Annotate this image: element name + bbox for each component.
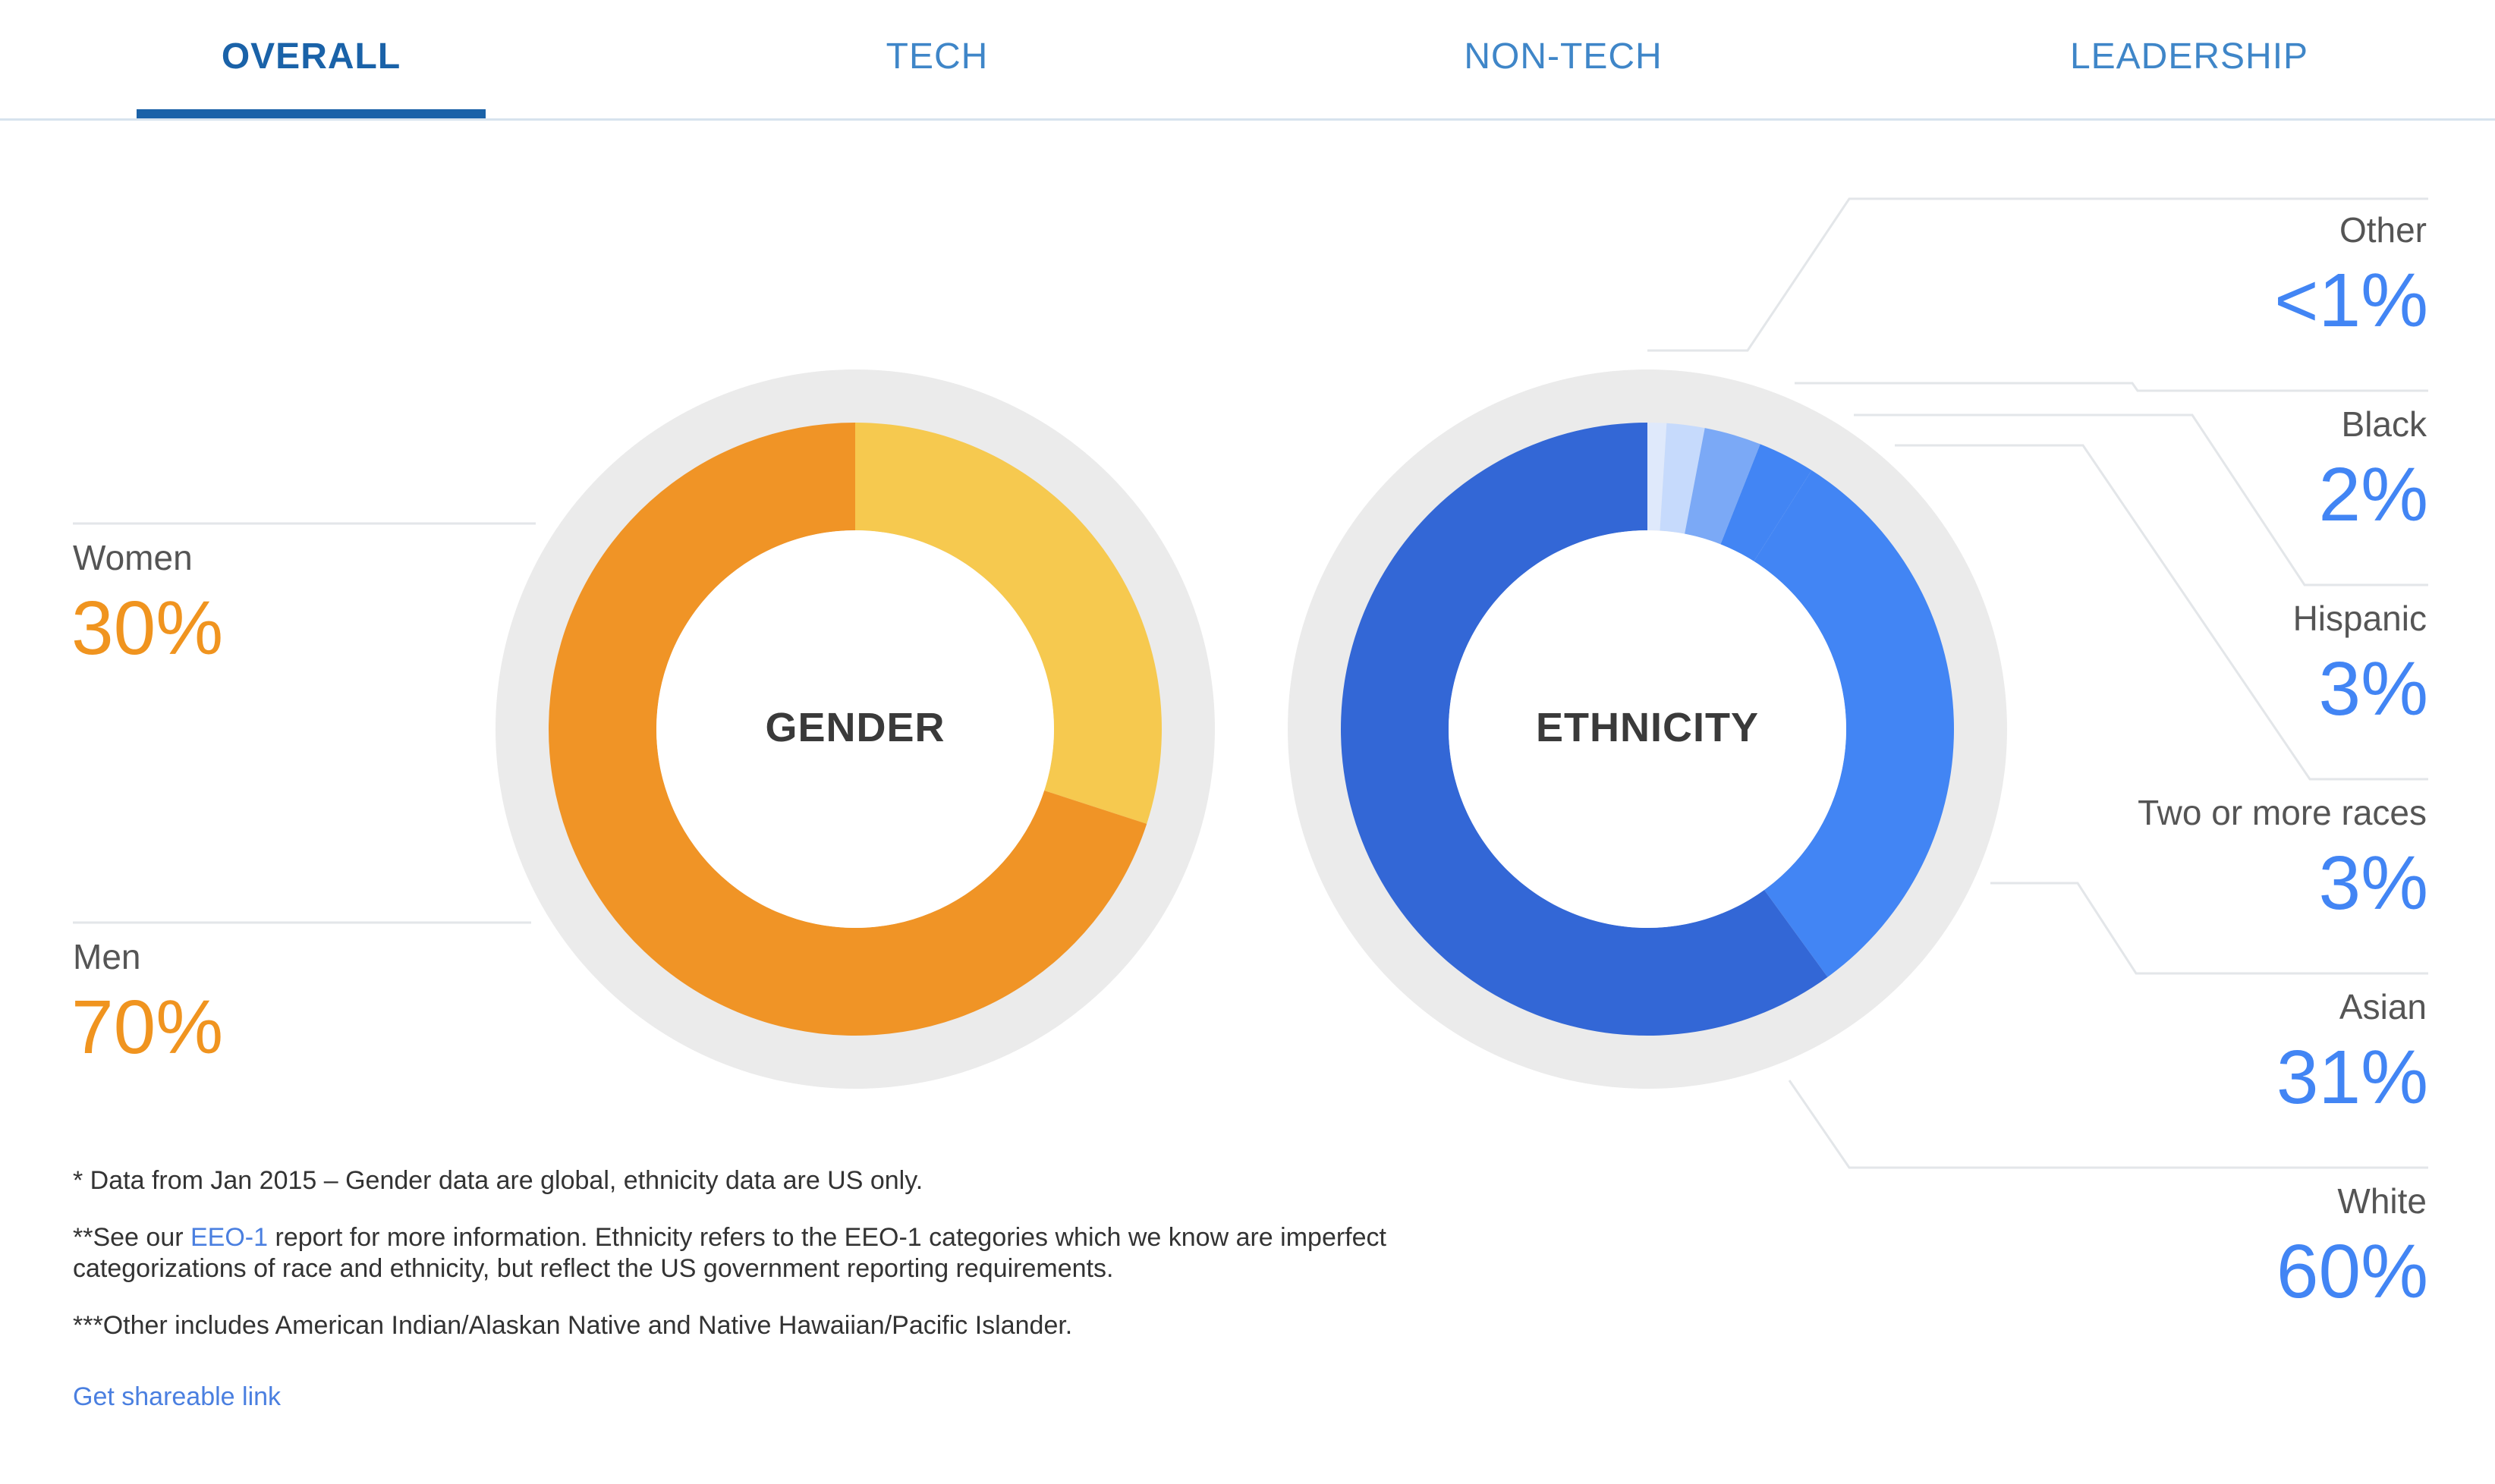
legend-other-value: <1% xyxy=(2274,258,2428,343)
tab-non-tech[interactable]: NON-TECH xyxy=(1464,36,1663,77)
footnote-eeo1-prefix: **See our xyxy=(73,1223,190,1252)
ethnicity-slice-asian xyxy=(1754,470,1954,977)
leader-lines xyxy=(73,197,2428,1169)
ethnicity-slice-hispanic xyxy=(1685,428,1760,545)
ethnicity-slice-other xyxy=(1647,423,1667,531)
ethnicity-slice-black xyxy=(1660,423,1705,534)
tab-active-indicator xyxy=(137,109,486,118)
tab-leadership[interactable]: LEADERSHIP xyxy=(2069,36,2309,77)
footnote-eeo1: **See our EEO-1 report for more informat… xyxy=(73,1222,1515,1284)
footnote-eeo1-suffix: report for more information. Ethnicity r… xyxy=(73,1223,1386,1283)
tab-overall[interactable]: OVERALL xyxy=(221,36,401,77)
legend-black-value: 2% xyxy=(2318,452,2428,537)
legend-two-or-more-value: 3% xyxy=(2318,841,2428,926)
legend-other-name: Other xyxy=(2339,210,2427,250)
gender-center-label: GENDER xyxy=(765,705,945,750)
gender-slice-women xyxy=(855,423,1162,824)
ethnicity-center-label: ETHNICITY xyxy=(1535,705,1759,750)
footnote-other: ***Other includes American Indian/Alaska… xyxy=(73,1311,1073,1340)
ethnicity-slice-two-or-more-races xyxy=(1720,444,1812,561)
leader-line-hispanic xyxy=(1854,413,2428,586)
ethnicity-center-hole xyxy=(1449,530,1846,928)
tab-bar: OVERALL TECH NON-TECH LEADERSHIP xyxy=(0,0,2495,121)
footnotes: * Data from Jan 2015 – Gender data are g… xyxy=(73,1165,1515,1367)
footnote-data-source: * Data from Jan 2015 – Gender data are g… xyxy=(73,1166,923,1195)
legend-men-name: Men xyxy=(73,937,141,976)
gender-slice-men xyxy=(549,423,1147,1036)
legend-two-or-more-name: Two or more races xyxy=(2138,793,2427,832)
leader-line-white xyxy=(1788,1080,2428,1169)
get-shareable-link[interactable]: Get shareable link xyxy=(73,1382,282,1411)
legend-hispanic-value: 3% xyxy=(2318,646,2428,731)
tab-tech[interactable]: TECH xyxy=(886,36,989,77)
leader-line-other xyxy=(1647,197,2428,352)
eeo1-link[interactable]: EEO-1 xyxy=(190,1223,269,1252)
legend-asian-value: 31% xyxy=(2276,1035,2428,1120)
legend-white-name: White xyxy=(2337,1181,2427,1221)
ethnicity-slice-white xyxy=(1341,422,1828,1036)
legend-asian-name: Asian xyxy=(2339,987,2427,1027)
leader-line-asian xyxy=(1990,882,2428,975)
gender-center-hole xyxy=(656,530,1054,928)
gender-donut xyxy=(496,369,1215,1089)
leader-line-black xyxy=(1795,382,2428,392)
leader-line-two-or-more xyxy=(1895,444,2428,781)
legend-women-value: 30% xyxy=(71,586,224,671)
legend-white-value: 60% xyxy=(2276,1229,2428,1314)
legend-black-name: Black xyxy=(2341,404,2427,444)
ethnicity-donut xyxy=(1288,369,2007,1089)
legend-men-value: 70% xyxy=(71,985,224,1070)
legend-women-name: Women xyxy=(73,538,193,577)
legend-hispanic-name: Hispanic xyxy=(2292,599,2427,638)
